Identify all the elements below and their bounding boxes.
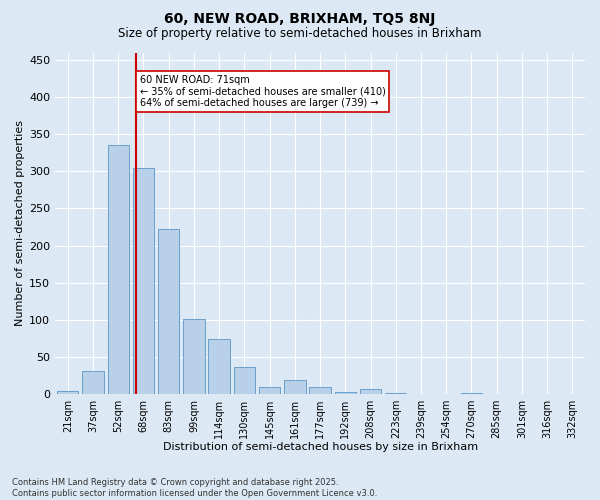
- Bar: [310, 386, 331, 394]
- Bar: [107, 146, 129, 394]
- Bar: [158, 229, 179, 394]
- Bar: [259, 386, 280, 394]
- Bar: [183, 319, 205, 394]
- Y-axis label: Number of semi-detached properties: Number of semi-detached properties: [15, 120, 25, 326]
- X-axis label: Distribution of semi-detached houses by size in Brixham: Distribution of semi-detached houses by …: [163, 442, 478, 452]
- Bar: [57, 391, 79, 394]
- Text: 60 NEW ROAD: 71sqm
← 35% of semi-detached houses are smaller (410)
64% of semi-d: 60 NEW ROAD: 71sqm ← 35% of semi-detache…: [140, 75, 386, 108]
- Bar: [82, 371, 104, 394]
- Bar: [233, 366, 255, 394]
- Text: Contains HM Land Registry data © Crown copyright and database right 2025.
Contai: Contains HM Land Registry data © Crown c…: [12, 478, 377, 498]
- Bar: [133, 168, 154, 394]
- Text: 60, NEW ROAD, BRIXHAM, TQ5 8NJ: 60, NEW ROAD, BRIXHAM, TQ5 8NJ: [164, 12, 436, 26]
- Bar: [335, 392, 356, 394]
- Bar: [360, 389, 381, 394]
- Text: Size of property relative to semi-detached houses in Brixham: Size of property relative to semi-detach…: [118, 28, 482, 40]
- Bar: [208, 339, 230, 394]
- Bar: [284, 380, 305, 394]
